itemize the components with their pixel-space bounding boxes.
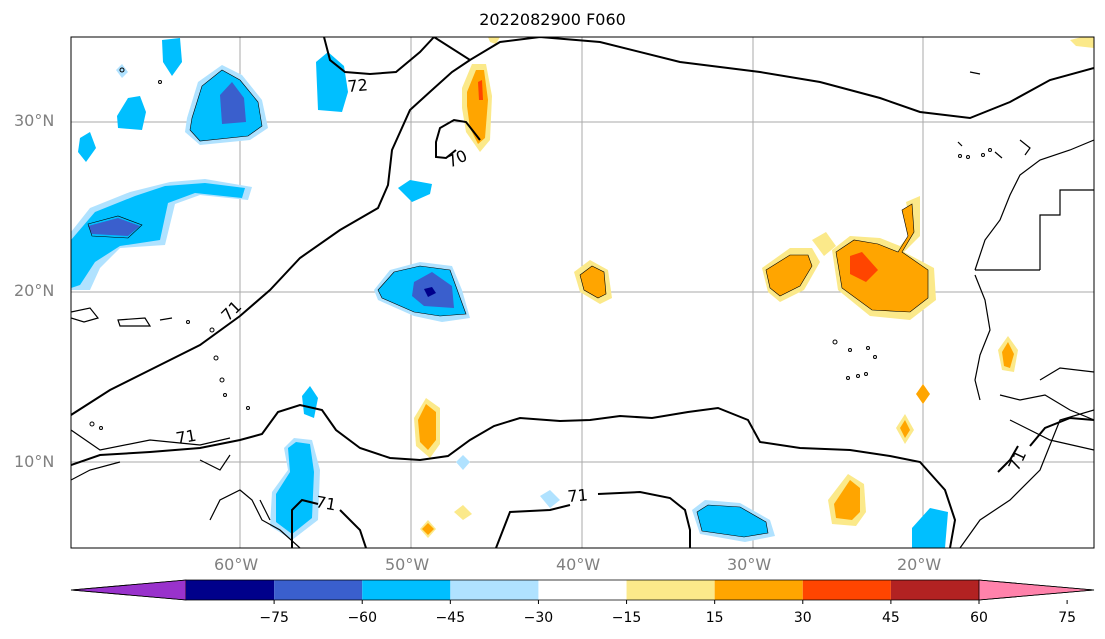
lon-label-60w: 60°W [214, 555, 259, 574]
colorbar-segment [626, 580, 715, 600]
contour-label: 71 [1004, 447, 1030, 473]
colorbar-segment [362, 580, 451, 600]
colorbar-segment [186, 580, 275, 600]
colorbar [70, 579, 1095, 604]
colorbar-tick-label: −45 [435, 610, 466, 626]
colorbar-segment [450, 580, 539, 600]
colorbar-tick-label: −15 [611, 610, 642, 626]
contour-label: 70 [444, 146, 470, 172]
map-title: 2022082900 F060 [479, 10, 626, 29]
colorbar-tick-label: 30 [793, 610, 812, 626]
contour-label: 71 [314, 492, 337, 514]
lon-label-50w: 50°W [385, 555, 430, 574]
colorbar-segment [538, 580, 627, 600]
colorbar-tick-label: −75 [259, 610, 289, 626]
lon-label-40w: 40°W [556, 555, 601, 574]
contour-label: 71 [217, 297, 245, 325]
coastlines [71, 71, 1094, 548]
colorbar-tick-label: 45 [881, 610, 900, 626]
map-plot-area: 72 70 71 71 71 71 71 [71, 37, 1094, 548]
colorbar-tick-label: 15 [705, 610, 724, 626]
lat-label-20n: 20°N [14, 281, 55, 300]
plot-frame [70, 36, 1095, 549]
contour-label: 72 [347, 75, 369, 96]
contour-label: 71 [567, 485, 589, 506]
colorbar-tick-label: 60 [970, 610, 988, 626]
colorbar-segment [714, 580, 803, 600]
lat-label-30n: 30°N [14, 111, 55, 130]
colorbar-outline [70, 579, 1095, 601]
lon-label-20w: 20°W [897, 555, 942, 574]
islands [89, 67, 992, 430]
colorbar-segment [890, 580, 979, 600]
negative-anomaly-region [71, 38, 948, 548]
colorbar-extend-high [978, 579, 1095, 601]
colorbar-tick-label: −30 [523, 610, 554, 626]
colorbar-extend-low [70, 579, 187, 601]
lat-label-10n: 10°N [14, 452, 55, 471]
colorbar-segment [802, 580, 891, 600]
positive-anomaly-region [414, 37, 1094, 538]
contour-label: 71 [174, 426, 197, 448]
anomaly-outlines [87, 69, 929, 538]
contour-lines [71, 37, 1094, 548]
colorbar-tick-label: −60 [347, 610, 377, 626]
colorbar-segment [274, 580, 363, 600]
colorbar-tick-label: 75 [1058, 610, 1077, 626]
lon-label-30w: 30°W [727, 555, 772, 574]
